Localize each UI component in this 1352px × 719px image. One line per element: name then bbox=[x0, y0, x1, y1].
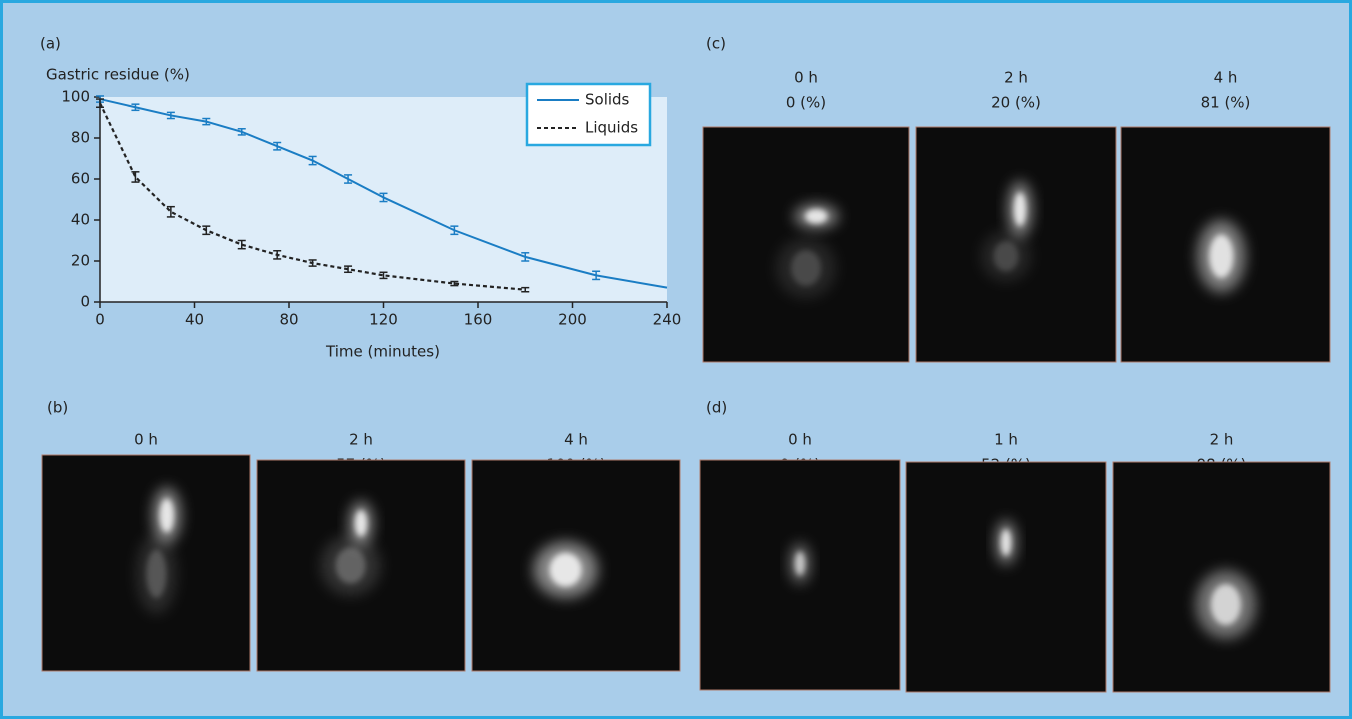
image-time: 0 h bbox=[134, 431, 158, 449]
x-tick-label: 0 bbox=[95, 311, 105, 329]
x-tick-label: 40 bbox=[185, 311, 204, 329]
image-time: 2 h bbox=[1004, 69, 1028, 87]
scan-core bbox=[336, 548, 366, 584]
legend-label: Solids bbox=[585, 91, 630, 109]
y-tick-label: 60 bbox=[71, 170, 90, 188]
scan-core bbox=[550, 553, 582, 587]
y-tick-label: 0 bbox=[80, 293, 90, 311]
image-residue: 81 (%) bbox=[1201, 94, 1251, 112]
scan-core bbox=[146, 550, 166, 598]
x-tick-label: 200 bbox=[558, 311, 587, 329]
y-tick-label: 20 bbox=[71, 252, 90, 270]
scan-core bbox=[1209, 235, 1233, 278]
image-time: 2 h bbox=[349, 431, 373, 449]
legend-label: Liquids bbox=[585, 119, 638, 137]
figure: (a) Gastric residue (%) Time (minutes) 0… bbox=[0, 0, 1352, 719]
x-tick-label: 240 bbox=[653, 311, 682, 329]
x-tick-label: 120 bbox=[369, 311, 398, 329]
image-time: 4 h bbox=[564, 431, 588, 449]
panel-label: (c) bbox=[706, 35, 726, 53]
image-time: 4 h bbox=[1214, 69, 1238, 87]
scan-image bbox=[906, 462, 1106, 692]
image-time: 2 h bbox=[1210, 431, 1234, 449]
scan-core bbox=[355, 510, 367, 536]
y-tick-label: 80 bbox=[71, 129, 90, 147]
panel-label: (b) bbox=[47, 399, 68, 417]
panel-label: (d) bbox=[706, 399, 727, 417]
x-tick-label: 160 bbox=[464, 311, 493, 329]
y-tick-label: 100 bbox=[61, 88, 90, 106]
scan-core bbox=[1014, 192, 1026, 226]
y-tick-label: 40 bbox=[71, 211, 90, 229]
y-axis-label: Gastric residue (%) bbox=[46, 66, 190, 84]
scan-core bbox=[1211, 584, 1241, 625]
scan-core bbox=[805, 209, 827, 223]
x-axis-label: Time (minutes) bbox=[325, 343, 440, 361]
scan-core bbox=[791, 250, 821, 286]
scan-core bbox=[160, 499, 174, 533]
image-time: 0 h bbox=[788, 431, 812, 449]
image-time: 0 h bbox=[794, 69, 818, 87]
image-residue: 20 (%) bbox=[991, 94, 1041, 112]
x-tick-label: 80 bbox=[279, 311, 298, 329]
image-residue: 0 (%) bbox=[786, 94, 826, 112]
image-time: 1 h bbox=[994, 431, 1018, 449]
scan-core bbox=[994, 241, 1019, 271]
panel-label: (a) bbox=[40, 35, 61, 53]
scan-core bbox=[795, 552, 805, 576]
scan-core bbox=[1001, 529, 1011, 555]
